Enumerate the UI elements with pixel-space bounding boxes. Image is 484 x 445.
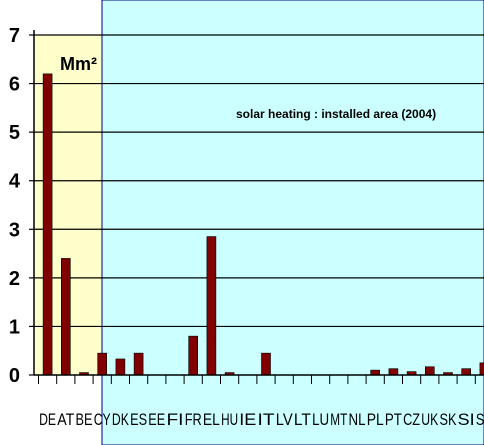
x-tick-label: EL — [203, 410, 220, 429]
overlay-panel — [101, 0, 484, 445]
unit-label: Mm² — [60, 54, 97, 74]
x-tick-label: LT — [294, 410, 311, 429]
x-tick-label: LV — [276, 410, 294, 429]
x-tick-label: UK — [421, 410, 438, 429]
bar-dk — [115, 358, 126, 376]
bar-cy — [97, 352, 107, 376]
bar-de — [42, 73, 53, 376]
x-tick-labels: DE AT BE CY DK ES EE FI FR EL HU IE IT LV LT LU MT NL PL PT… — [39, 410, 484, 429]
x-tick-label: EE — [148, 410, 165, 429]
y-tick-label: 1 — [9, 316, 20, 338]
chart-title: solar heating : installed area (2004) — [236, 107, 436, 121]
bar-at — [60, 258, 71, 376]
bar-uk — [424, 366, 435, 376]
x-tick-label: BE — [76, 410, 93, 429]
y-tick-label: 0 — [9, 365, 20, 387]
x-tick-label: PL — [367, 410, 384, 429]
x-tick-label: DK — [112, 410, 129, 429]
bar-pt — [388, 368, 399, 376]
bar-se — [479, 362, 484, 376]
bar-es — [133, 352, 144, 376]
x-tick-label: HU — [221, 410, 238, 429]
x-tick-label: IT — [258, 410, 275, 429]
y-tick-label: 7 — [9, 25, 20, 47]
x-tick-label: SE — [476, 410, 484, 429]
x-tick-label: CY — [94, 410, 111, 429]
x-tick-label: FR — [185, 410, 202, 429]
y-tick-label: 3 — [9, 219, 20, 241]
x-tick-label: LU — [312, 410, 329, 429]
x-tick-label: MT — [330, 410, 347, 429]
x-tick-label: SK — [440, 410, 457, 429]
x-tick-label: CZ — [403, 410, 420, 429]
bar-si — [461, 368, 472, 376]
x-tick-label: IE — [239, 410, 256, 429]
x-tick-label: NL — [349, 410, 366, 429]
x-tick-label: AT — [57, 410, 74, 429]
x-tick-label: ES — [130, 410, 147, 429]
y-tick-label: 6 — [9, 74, 20, 96]
x-tick-label: PT — [385, 410, 402, 429]
y-tick-label: 4 — [9, 171, 21, 193]
x-tick-label: SI — [458, 410, 475, 429]
axes — [29, 30, 484, 384]
y-tick-label: 2 — [9, 268, 20, 290]
y-tick-labels: 0 1 2 3 4 5 6 7 — [9, 25, 21, 387]
bar-el — [206, 236, 217, 376]
gridlines — [34, 34, 484, 328]
y-tick-label: 5 — [9, 122, 20, 144]
bars — [42, 73, 484, 376]
x-tick-label: FI — [167, 410, 184, 429]
x-tick-label: DE — [39, 410, 56, 429]
bar-it — [261, 352, 271, 376]
bar-fr — [188, 335, 198, 376]
